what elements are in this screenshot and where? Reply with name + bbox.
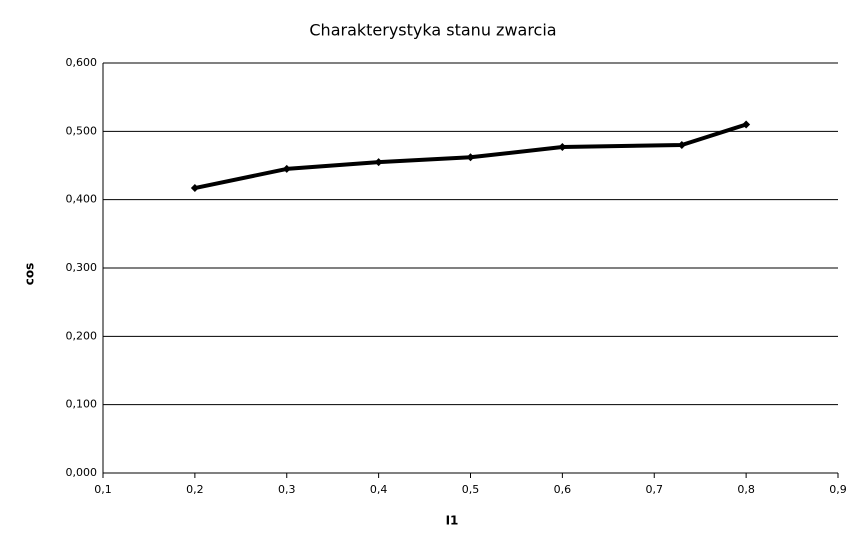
data-point [190, 184, 199, 193]
x-tick-label: 0,3 [278, 483, 296, 496]
data-point [374, 158, 383, 167]
x-axis-title: I1 [446, 514, 459, 528]
y-tick-label: 0,500 [66, 124, 98, 137]
chart-title: Charakterystyka stanu zwarcia [309, 21, 556, 40]
y-tick-label: 0,600 [66, 56, 98, 69]
x-tick-label: 0,8 [737, 483, 755, 496]
y-tick-label: 0,200 [66, 329, 98, 342]
x-tick-label: 0,4 [370, 483, 388, 496]
x-tick-label: 0,6 [554, 483, 572, 496]
y-tick-label: 0,300 [66, 261, 98, 274]
x-tick-label: 0,7 [646, 483, 664, 496]
x-tick-label: 0,9 [829, 483, 847, 496]
data-point [677, 141, 686, 149]
data-point [742, 120, 751, 129]
data-point [282, 164, 291, 173]
y-tick-label: 0,400 [66, 193, 98, 206]
data-point [558, 143, 567, 152]
y-axis-title: cos [23, 263, 37, 286]
data-point [466, 153, 475, 162]
x-tick-label: 0,1 [94, 483, 112, 496]
x-tick-label: 0,2 [186, 483, 204, 496]
x-tick-label: 0,5 [462, 483, 480, 496]
y-tick-label: 0,100 [66, 398, 98, 411]
y-tick-label: 0,000 [66, 466, 98, 479]
